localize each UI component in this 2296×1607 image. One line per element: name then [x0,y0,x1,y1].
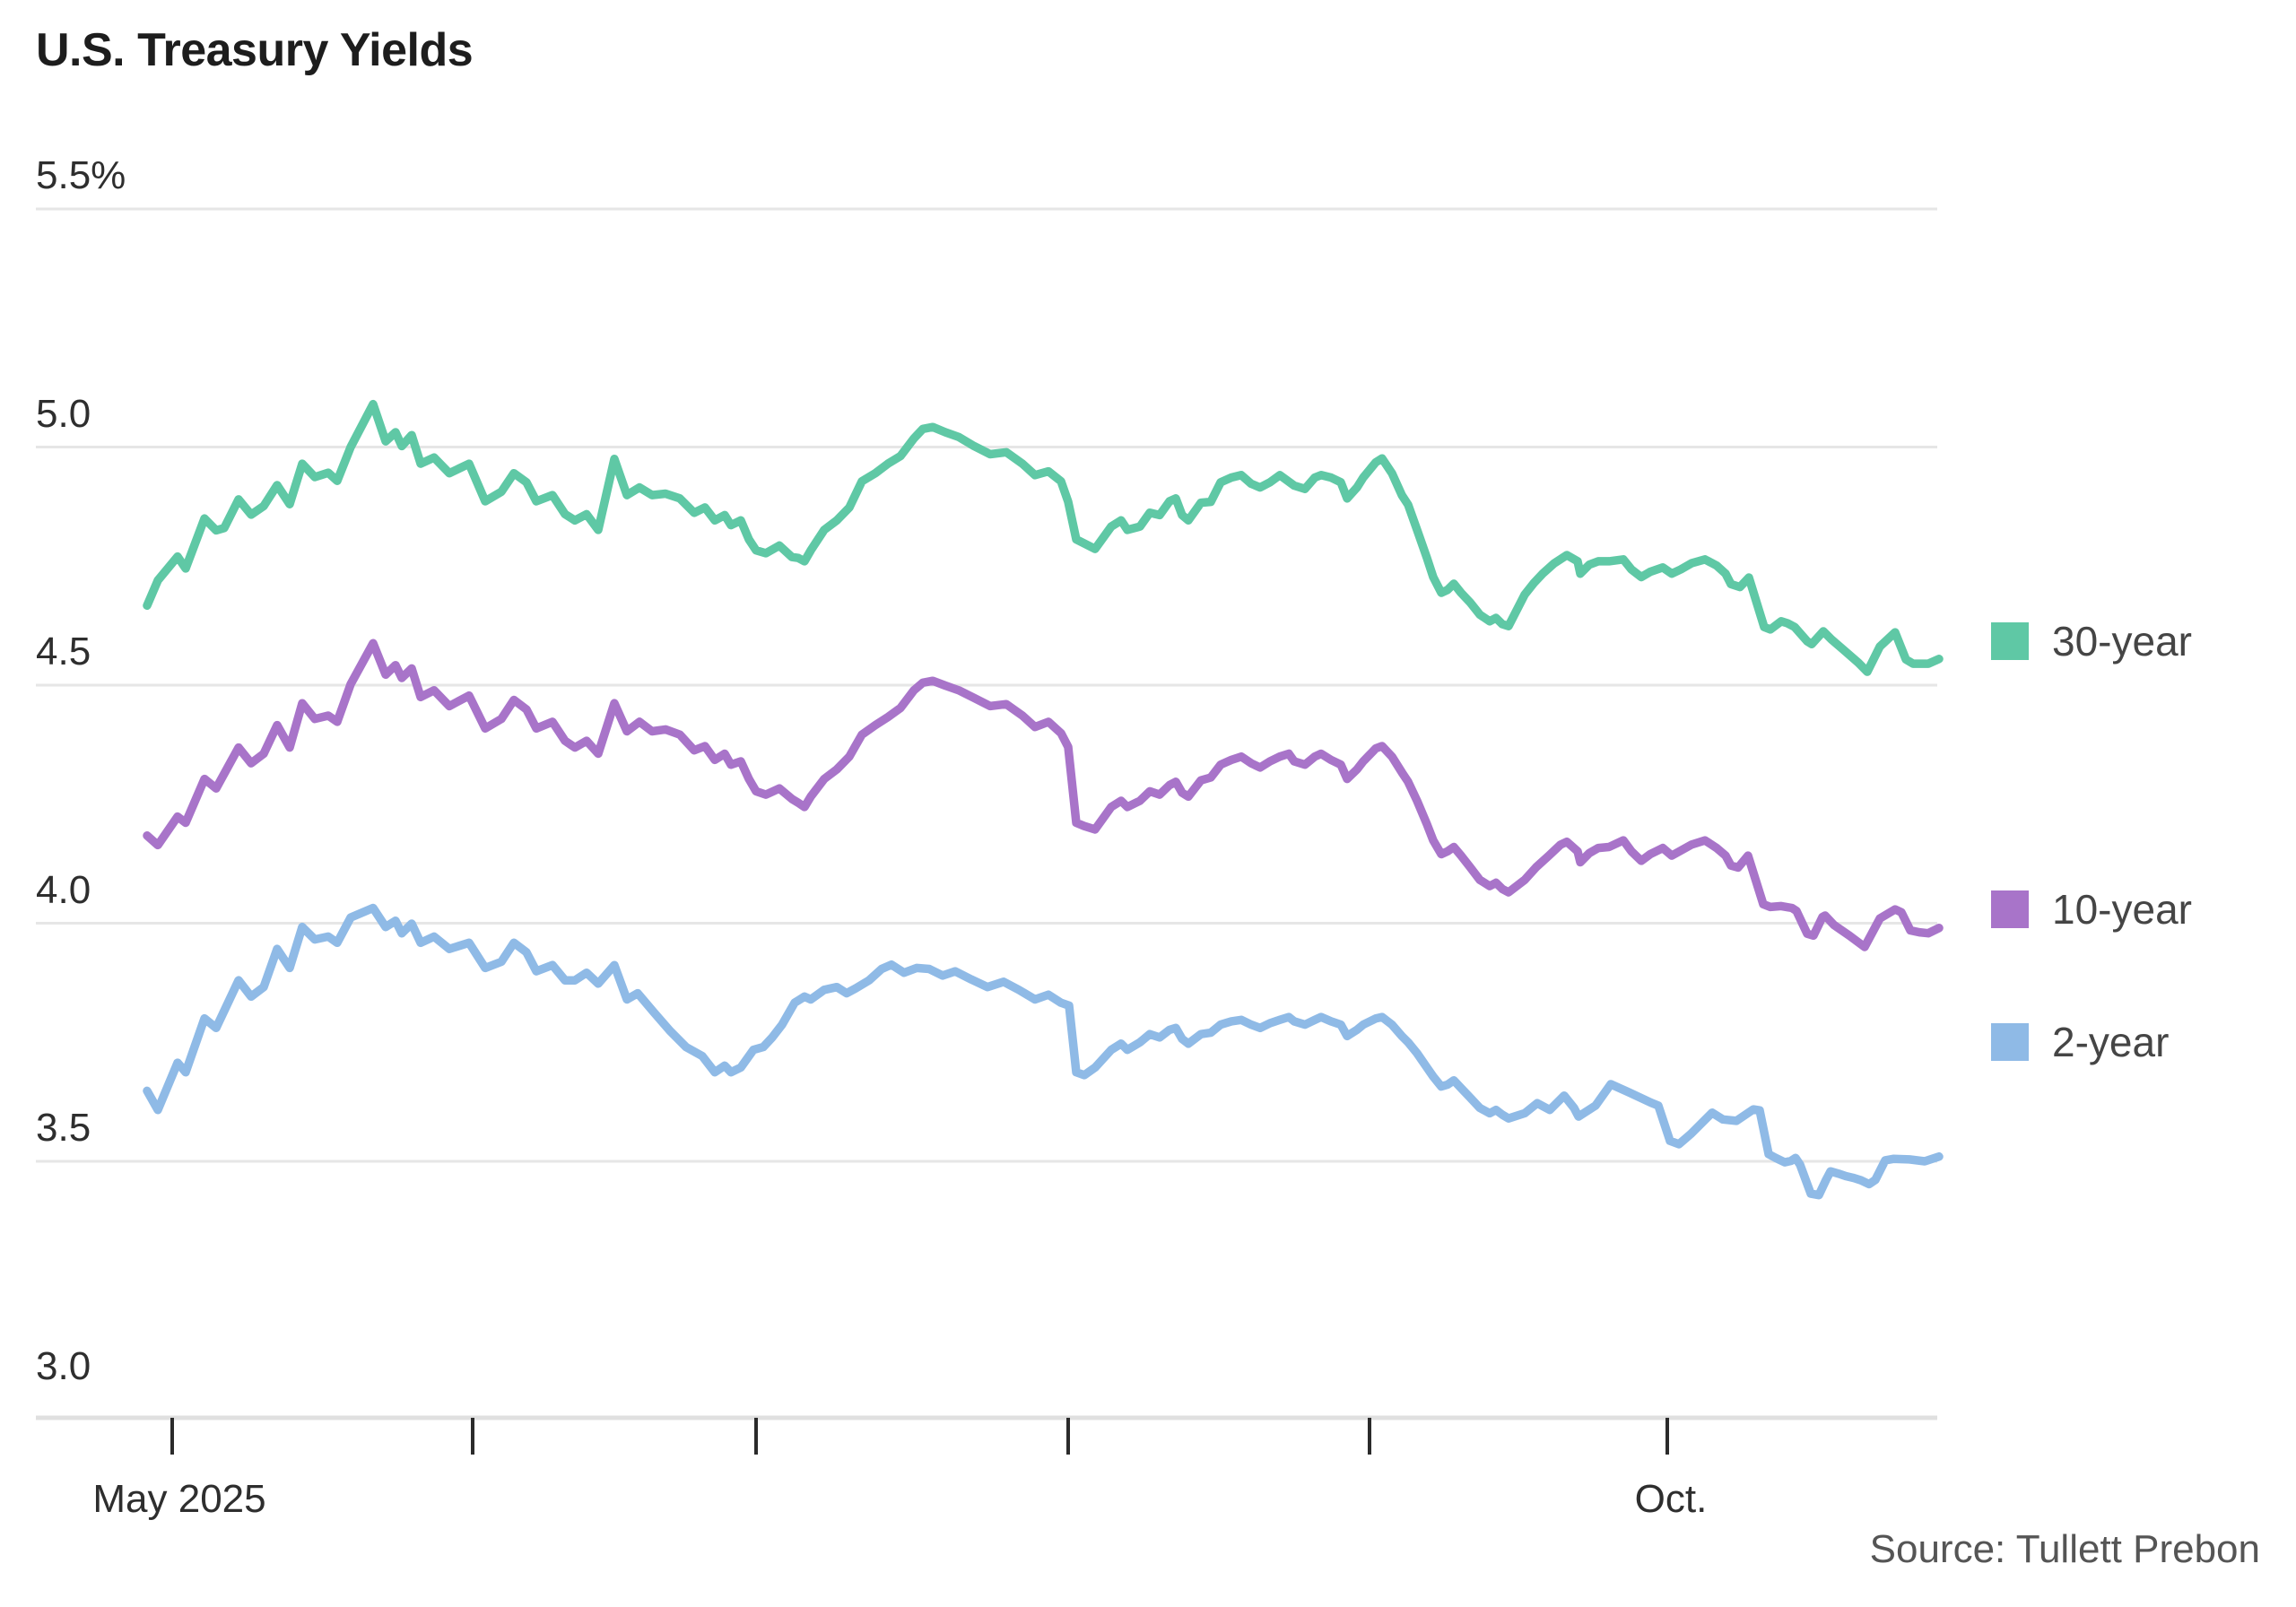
2-year-swatch-icon [1991,1023,2029,1061]
30-year-swatch-icon [1991,622,2029,660]
y-axis-label-5.0: 5.0 [36,391,91,436]
y-axis-label-4.5: 4.5 [36,630,91,673]
y-axis-label-3.5: 3.5 [36,1106,91,1150]
y-axis-label-4.0: 4.0 [36,867,91,912]
x-axis-label-May-2025: May 2025 [92,1477,266,1521]
legend-item-2-year: 2-year [1991,1021,2169,1063]
legend-label: 30-year [2052,618,2192,665]
10-year-swatch-icon [1991,890,2029,928]
y-axis-label-3.0: 3.0 [36,1343,91,1388]
legend-item-30-year: 30-year [1991,621,2192,662]
y-axis-label-5.5%: 5.5% [36,153,126,197]
x-axis-label-Oct-: Oct. [1634,1477,1708,1521]
line-series-10-year [143,638,1944,951]
line-series-2-year [143,903,1944,1200]
page-title: U.S. Treasury Yields [36,24,474,76]
legend-label: 10-year [2052,886,2192,933]
line-series-30-year [143,399,1944,676]
source-credit: Source: Tullett Prebon [1869,1527,2260,1571]
legend-item-10-year: 10-year [1991,889,2192,930]
legend-label: 2-year [2052,1019,2170,1065]
